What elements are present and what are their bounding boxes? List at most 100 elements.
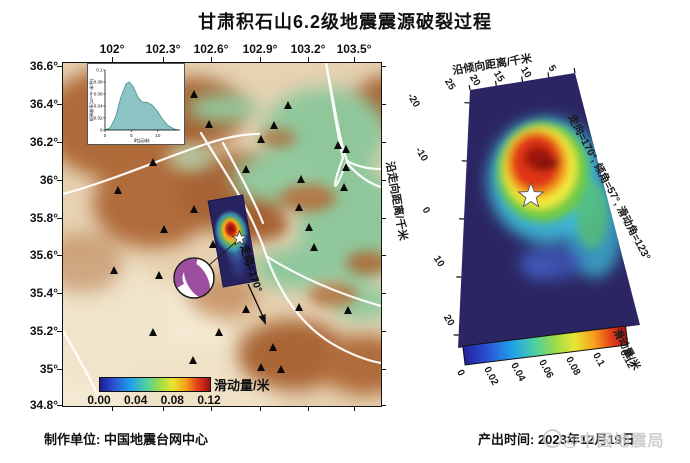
map-y-tick bbox=[381, 217, 386, 219]
map-y-tick bbox=[57, 368, 62, 370]
map-colorbar-tick-label: 0.00 bbox=[87, 393, 111, 407]
seismic-station-triangle bbox=[310, 243, 318, 251]
inset-y-tick-label: 0.04 bbox=[94, 104, 103, 109]
map-y-tick bbox=[57, 330, 62, 332]
slip-colorbar-tick-label: 0.08 bbox=[563, 354, 582, 378]
map-x-tick bbox=[259, 57, 261, 62]
moment-rate-inset: 0 0.02 0.04 0.06 0.08 0.1 0 5 10 时间/秒 矩释放率(10¹⁸牛·米… bbox=[87, 63, 185, 145]
seismic-station-triangle bbox=[270, 121, 278, 129]
map-y-tick bbox=[57, 179, 62, 181]
map-y-tick bbox=[381, 292, 386, 294]
map-colorbar-tick-label: 0.04 bbox=[124, 393, 148, 407]
map-y-tick-label: 36.2° bbox=[29, 135, 58, 149]
producer-text: 制作单位: 中国地震台网中心 bbox=[44, 432, 208, 447]
seismic-station-triangle bbox=[277, 365, 285, 373]
seismic-station-triangle bbox=[242, 305, 250, 313]
map-y-tick-label: 36.4° bbox=[29, 97, 58, 111]
seismic-station-triangle bbox=[297, 175, 305, 183]
slip-axis-ticks bbox=[453, 68, 576, 336]
seismic-station-triangle bbox=[149, 158, 157, 166]
seismic-station-triangle bbox=[160, 225, 168, 233]
slip-left-tick-label: 20 bbox=[440, 312, 457, 329]
seismic-station-triangle bbox=[189, 356, 197, 364]
inset-y-tick-label: 0.02 bbox=[94, 116, 103, 121]
map-colorbar-tick-label: 0.12 bbox=[197, 393, 221, 407]
slip-colorbar-tick-label: 0.06 bbox=[535, 358, 555, 381]
inset-y-tick-label: 0.08 bbox=[94, 80, 103, 85]
map-y-tick-label: 36° bbox=[39, 173, 58, 187]
seismic-station-triangle bbox=[305, 223, 313, 231]
map-x-tick-label: 102.6° bbox=[193, 42, 229, 56]
map-x-tick bbox=[162, 406, 164, 411]
map-colorbar bbox=[99, 377, 211, 392]
seismic-station-triangle bbox=[284, 101, 292, 109]
map-y-tick bbox=[381, 141, 386, 143]
seismic-station-triangle bbox=[295, 303, 303, 311]
map-x-tick bbox=[307, 406, 309, 411]
slip-fault-parameters-annotation: 走向=170°, 倾角=57°, 滑动角=123° bbox=[565, 112, 653, 263]
inset-y-tick-label: 0.06 bbox=[94, 92, 103, 97]
map-y-tick bbox=[381, 254, 386, 256]
map-y-tick bbox=[381, 404, 386, 406]
map-x-tick bbox=[111, 406, 113, 411]
map-y-tick bbox=[381, 65, 386, 67]
map-colorbar-label: 滑动量/米 bbox=[214, 378, 270, 393]
map-y-tick-label: 36.6° bbox=[29, 59, 58, 73]
seismic-station-triangle bbox=[155, 271, 163, 279]
slip-left-tick-label: -10 bbox=[412, 145, 430, 164]
map-y-tick-label: 35° bbox=[39, 362, 58, 376]
map-x-tick-label: 103.2° bbox=[290, 42, 326, 56]
map-colorbar-tick-label: 0.08 bbox=[160, 393, 184, 407]
inset-x-tick-label: 5 bbox=[130, 133, 133, 138]
page-title: 甘肃积石山6.2级地震震源破裂过程 bbox=[197, 12, 493, 32]
seismic-station-triangle bbox=[149, 328, 157, 336]
seismic-station-triangle bbox=[242, 165, 250, 173]
moment-rate-curve bbox=[104, 81, 180, 131]
map-x-tick-label: 102.3° bbox=[145, 42, 181, 56]
slip-left-tick-label: 0 bbox=[419, 205, 432, 216]
map-y-tick bbox=[381, 330, 386, 332]
seismic-station-triangle bbox=[269, 343, 277, 351]
watermark-text: @中国地震局 bbox=[563, 433, 665, 450]
seismic-station-triangle bbox=[340, 183, 348, 191]
map-y-tick bbox=[381, 103, 386, 105]
map-panel: 走向=170° 0 0.02 0.04 0.06 0.08 0.1 0 5 10 时间/秒 矩释放率… bbox=[62, 62, 382, 407]
slip-hypocenter-star bbox=[517, 181, 545, 208]
map-x-tick bbox=[307, 57, 309, 62]
seismic-station-triangle bbox=[257, 363, 265, 371]
slip-left-axis-label: 沿走向距离/千米 bbox=[383, 160, 409, 242]
map-x-tick bbox=[210, 406, 212, 411]
map-y-tick bbox=[57, 292, 62, 294]
map-x-tick bbox=[210, 57, 212, 62]
map-x-tick bbox=[162, 57, 164, 62]
seismic-station-triangle bbox=[342, 145, 350, 153]
slip-colorbar-tick-label: 0.02 bbox=[481, 364, 501, 388]
watermark-logo-icon bbox=[543, 429, 562, 448]
map-y-tick bbox=[57, 404, 62, 406]
seismic-station-triangle bbox=[334, 141, 342, 149]
map-y-tick-label: 35.8° bbox=[29, 211, 58, 225]
seismic-station-triangle bbox=[190, 205, 198, 213]
map-y-tick-label: 34.8° bbox=[29, 398, 58, 412]
map-x-tick-label: 103.5° bbox=[336, 42, 372, 56]
inset-y-axis-label: 矩释放率(10¹⁸牛·米/秒) bbox=[88, 78, 95, 121]
slip-colorbar-tick-label: 0 bbox=[454, 368, 467, 379]
map-y-tick-label: 35.4° bbox=[29, 286, 58, 300]
inset-y-tick-label: 0.1 bbox=[96, 68, 103, 73]
fault-lines bbox=[63, 63, 381, 406]
map-y-tick bbox=[57, 103, 62, 105]
map-x-tick bbox=[259, 406, 261, 411]
inset-x-axis-label: 时间/秒 bbox=[134, 138, 150, 145]
map-y-tick bbox=[57, 217, 62, 219]
map-x-tick bbox=[353, 406, 355, 411]
slip-colorbar-tick-label: 0.1 bbox=[590, 351, 607, 369]
seismic-station-triangle bbox=[215, 328, 223, 336]
slip-top-tick-label: 25 bbox=[441, 76, 458, 93]
seismic-station-triangle bbox=[344, 306, 352, 314]
seismic-station-triangle bbox=[257, 135, 265, 143]
map-x-tick bbox=[353, 57, 355, 62]
map-y-tick-label: 35.6° bbox=[29, 248, 58, 262]
moment-rate-chart: 0 0.02 0.04 0.06 0.08 0.1 0 5 10 时间/秒 矩释放率(10¹⁸牛·米… bbox=[88, 68, 180, 145]
inset-x-tick-label: 0 bbox=[104, 133, 107, 138]
